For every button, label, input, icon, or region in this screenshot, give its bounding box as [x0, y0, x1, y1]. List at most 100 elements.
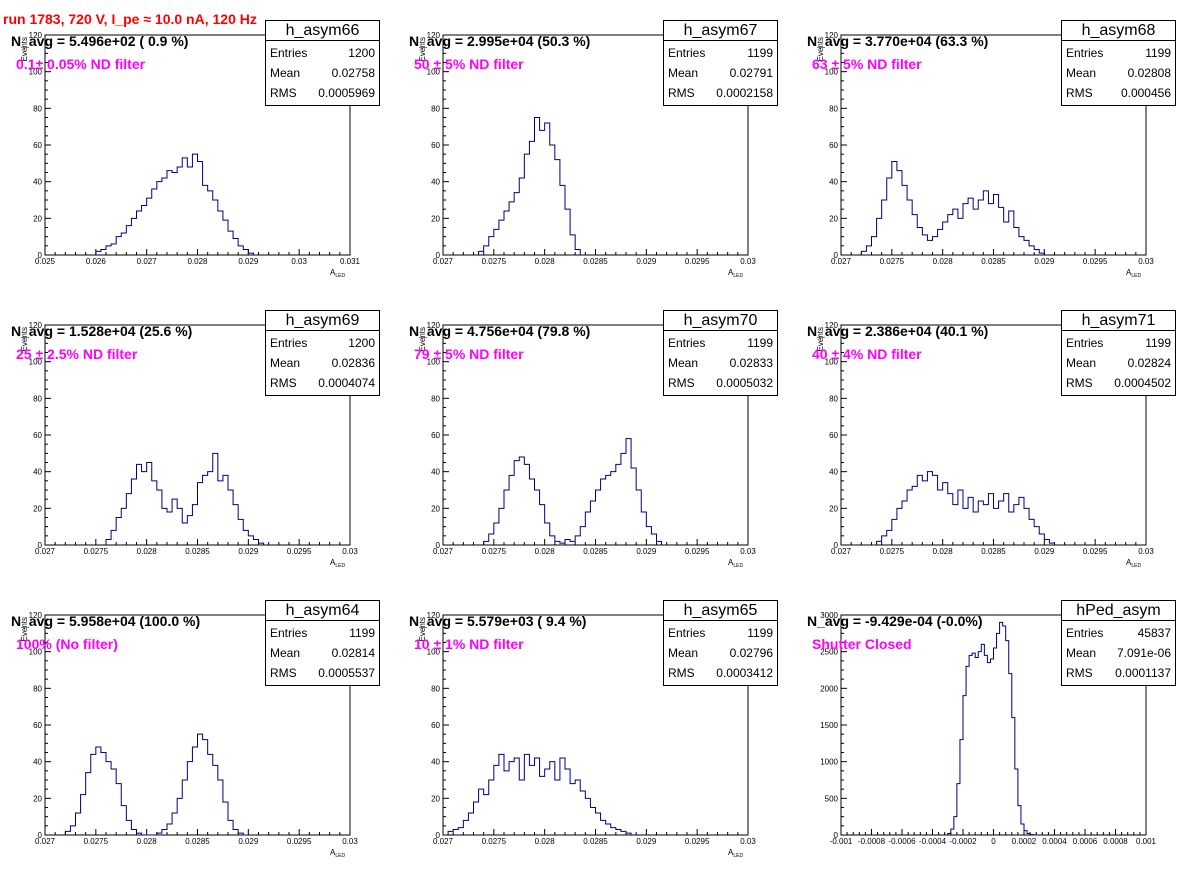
n-avg-label: N_avg = 5.579e+03 ( 9.4 %)	[409, 613, 586, 629]
histogram-bin	[958, 490, 963, 545]
stats-entries-label: Entries	[1066, 623, 1103, 643]
histogram-bin	[1003, 626, 1006, 835]
histogram-bin	[468, 813, 473, 835]
stats-rms-value: 0.0003412	[716, 663, 773, 683]
histogram-bin	[988, 204, 993, 255]
histogram-bin	[565, 540, 570, 546]
filter-label: 0.1± 0.05% ND filter	[16, 56, 145, 72]
histogram-bin	[657, 541, 662, 545]
x-tick-label: -0.0004	[919, 837, 947, 846]
histogram-bin	[203, 185, 208, 255]
histogram-bin	[968, 497, 973, 545]
y-tick-label: 40	[829, 468, 838, 477]
y-tick-label: 80	[33, 684, 42, 693]
x-tick-label: 0.029	[238, 257, 259, 266]
histogram-bin	[953, 505, 958, 545]
histogram-bin	[213, 453, 218, 545]
x-tick-label: 0.026	[86, 257, 107, 266]
y-tick-label: 20	[829, 504, 838, 513]
histogram-bin	[978, 501, 983, 545]
histogram-bin	[975, 658, 978, 835]
histogram-bin	[616, 464, 621, 545]
histogram-bin	[545, 123, 550, 255]
histogram-bin	[116, 518, 121, 546]
histogram-bin	[565, 769, 570, 835]
histogram-bin	[994, 508, 999, 545]
histogram-bin	[973, 512, 978, 545]
histogram-bin	[198, 483, 203, 545]
histogram-bin	[861, 251, 866, 255]
y-tick-label: 20	[33, 214, 42, 223]
histogram-bin	[877, 218, 882, 255]
histogram-name: hPed_asym	[1062, 601, 1175, 621]
x-tick-label: 0.0275	[482, 547, 507, 556]
histogram-bin	[590, 501, 595, 545]
x-tick-label: 0.0285	[583, 837, 608, 846]
histogram-bin	[228, 490, 233, 545]
histogram-bin	[973, 209, 978, 255]
histogram-bin	[590, 808, 595, 836]
histogram-bin	[943, 222, 948, 255]
histogram-bin	[912, 486, 917, 545]
histogram-bin	[448, 831, 453, 835]
y-tick-label: 60	[829, 141, 838, 150]
y-tick-label: 60	[33, 721, 42, 730]
histogram-bin	[152, 481, 157, 545]
y-tick-label: 0	[436, 541, 441, 550]
stats-mean-label: Mean	[270, 643, 300, 663]
histogram-bin	[233, 830, 238, 836]
histogram-bin	[1009, 512, 1014, 545]
histogram-bin	[999, 501, 1004, 545]
stats-mean-value: 0.02814	[332, 643, 375, 663]
x-tick-label: 0.029	[238, 837, 259, 846]
histogram-bin	[172, 499, 177, 545]
x-tick-label: 0.001	[1136, 837, 1157, 846]
stats-entries-value: 1199	[1145, 43, 1171, 63]
histogram-bin	[243, 530, 248, 545]
y-tick-label: 40	[829, 178, 838, 187]
histogram-bin	[555, 160, 560, 255]
histogram-bin	[519, 780, 524, 835]
histogram-bin	[198, 734, 203, 835]
x-tick-label: 0.029	[636, 837, 657, 846]
filter-label: Shutter Closed	[812, 636, 912, 652]
stats-mean-label: Mean	[668, 643, 698, 663]
y-tick-label: 0	[38, 541, 43, 550]
histogram-bin	[540, 776, 545, 835]
stats-rms-label: RMS	[668, 663, 695, 683]
histogram-bin	[182, 523, 187, 545]
histogram-bin	[177, 508, 182, 545]
histogram-bin	[106, 540, 111, 546]
histogram-bin	[611, 828, 616, 835]
histogram-bin	[555, 780, 560, 835]
y-tick-label: 80	[33, 104, 42, 113]
histogram-bin	[182, 780, 187, 835]
histogram-bin	[897, 171, 902, 255]
y-tick-label: 500	[825, 794, 839, 803]
histogram-bin	[489, 780, 494, 835]
stats-entries-value: 1200	[348, 43, 375, 63]
stats-rms-value: 0.0005537	[318, 663, 375, 683]
y-tick-label: 20	[33, 794, 42, 803]
filter-label: 50 ± 5% ND filter	[414, 56, 524, 72]
histogram-bin	[177, 798, 182, 835]
histogram-bin	[535, 758, 540, 835]
histogram-bin	[192, 505, 197, 545]
x-axis-title: ALED	[330, 558, 345, 569]
histogram-bin	[137, 464, 142, 545]
histogram-bin	[646, 527, 651, 545]
histogram-bin	[933, 475, 938, 545]
histogram-bin	[529, 141, 534, 255]
stats-rms-value: 0.0005032	[716, 373, 773, 393]
x-axis-title: ALED	[1126, 268, 1141, 279]
